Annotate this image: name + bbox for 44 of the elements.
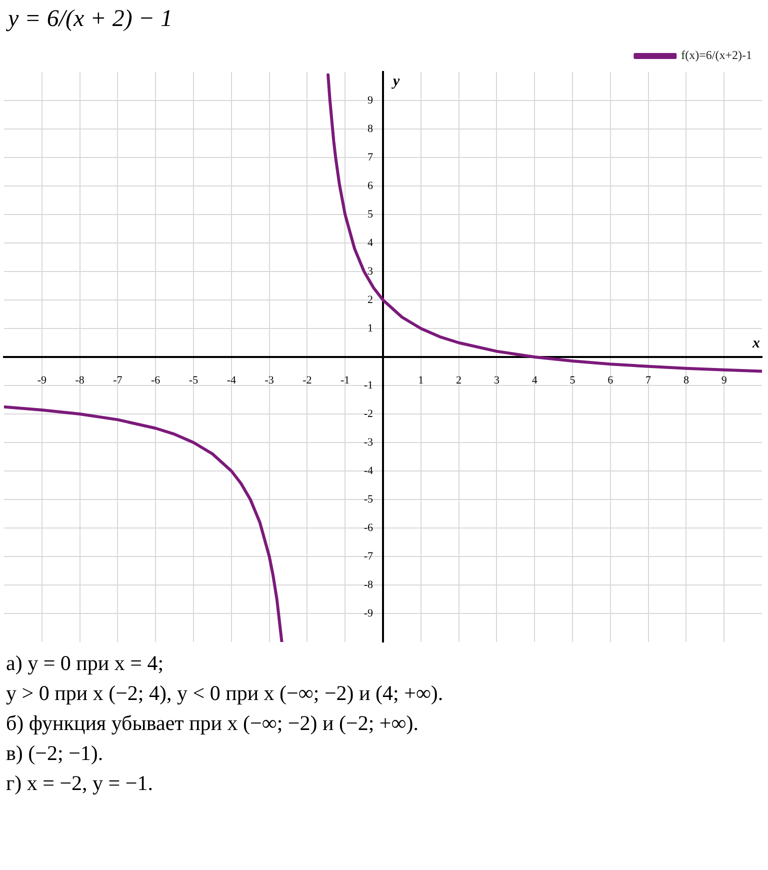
x-tick-label: -2 [302, 374, 312, 386]
y-tick-label: -4 [364, 464, 374, 477]
text: б) функция убывает при x (−∞; −2) и (−2; +∞). [6, 710, 420, 736]
y-tick-label: 1 [368, 322, 373, 334]
chart-title: y = 6/(x + 2) − 1 [5, 5, 174, 34]
y-tick-label: 4 [368, 236, 374, 249]
y-tick-label: -5 [364, 493, 374, 506]
x-axis-title: x [752, 335, 760, 352]
y-tick-label: -7 [364, 550, 374, 562]
y-tick-label: 5 [368, 208, 374, 220]
y-tick-label: 7 [368, 151, 374, 164]
x-tick-label: 6 [608, 374, 614, 386]
text: а) y = 0 при x = 4; [6, 650, 165, 676]
y-axis-title: y [391, 73, 400, 90]
y-tick-label: 9 [368, 94, 374, 106]
y-tick-label: 3 [368, 265, 374, 278]
y-tick-label: -2 [364, 408, 373, 420]
x-tick-label: -3 [264, 374, 274, 386]
text: г) x = −2, y = −1. [6, 770, 154, 796]
y-tick-label: 8 [368, 122, 374, 135]
x-tick-label: 1 [418, 374, 424, 386]
x-tick-label: -5 [188, 374, 199, 386]
x-tick-label: 2 [456, 374, 462, 386]
x-tick-label: 5 [570, 374, 576, 386]
legend-label: f(x)=6/(x+2)-1 [681, 48, 752, 62]
x-tick-label: 4 [532, 374, 538, 386]
x-tick-label: -7 [113, 374, 123, 386]
x-tick-label: 3 [494, 374, 500, 386]
x-tick-label: 7 [646, 374, 652, 386]
x-tick-label: -9 [37, 374, 47, 386]
y-tick-label: 2 [368, 294, 373, 306]
text: y > 0 при x (−2; 4), y < 0 при x (−∞; −2) и (4; +∞). [6, 680, 444, 706]
x-tick-label: 9 [721, 374, 728, 386]
x-tick-label: -6 [151, 374, 161, 386]
x-tick-label: -8 [75, 374, 85, 386]
y-tick-label: 6 [368, 180, 374, 192]
y-tick-label: -8 [364, 578, 374, 591]
y-tick-label: -9 [364, 607, 374, 620]
y-tick-label: -3 [364, 436, 374, 448]
x-tick-label: 8 [683, 374, 690, 386]
y-tick-label: -6 [364, 522, 374, 534]
text: в) (−2; −1). [6, 740, 104, 766]
x-tick-label: -1 [340, 374, 350, 386]
x-tick-label: -4 [226, 374, 236, 386]
